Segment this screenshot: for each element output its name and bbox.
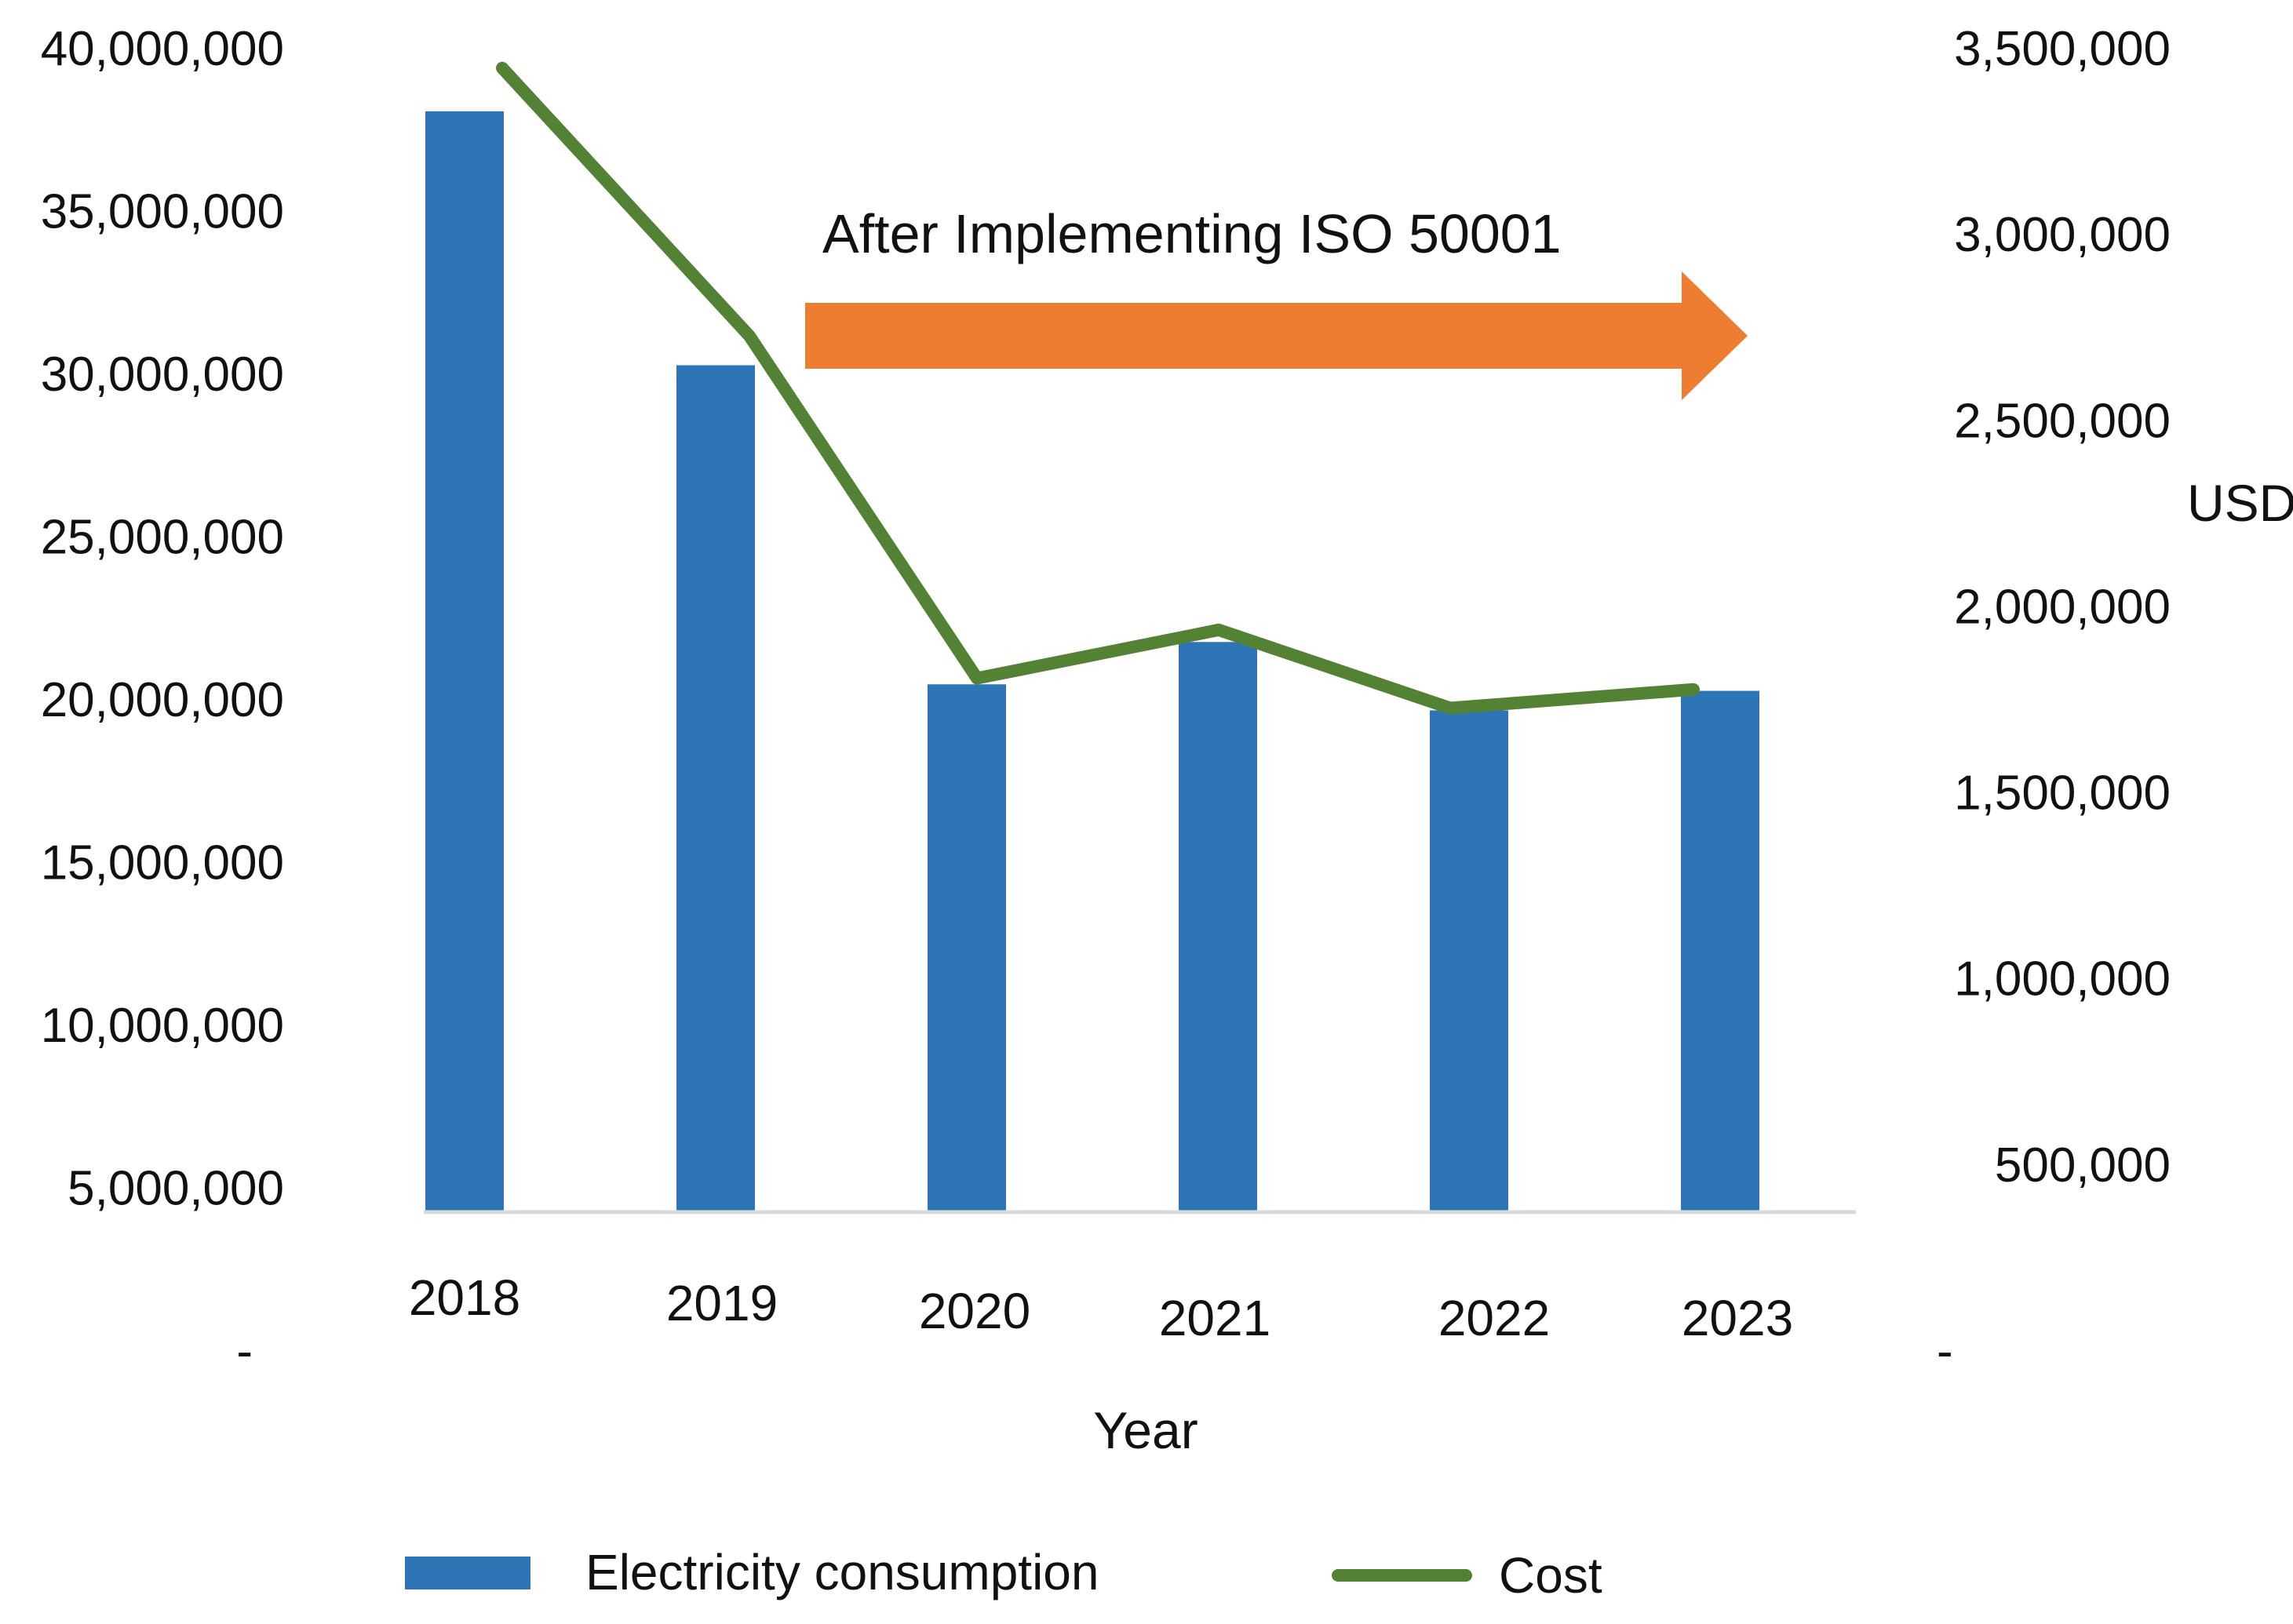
cost-point-2018 xyxy=(501,67,503,69)
annotation-layer: After Implementing ISO 50001 xyxy=(805,203,1748,400)
left-tick-label: - xyxy=(236,1324,253,1378)
cost-point-2019 xyxy=(749,335,750,337)
cost-point-2022 xyxy=(1449,707,1451,708)
x-axis-title: Year xyxy=(1093,1401,1198,1459)
left-axis-ticks: - 5,000,000 10,000,000 15,000,000 20,000,000… xyxy=(41,22,284,1378)
left-tick-label: 30,000,000 xyxy=(41,348,284,402)
bar-2023 xyxy=(1681,690,1759,1211)
right-tick-label: 3,500,000 xyxy=(1954,22,2171,76)
cost-point-2023 xyxy=(1693,689,1694,690)
right-tick-label: - xyxy=(1937,1324,1953,1378)
right-tick-label: 3,000,000 xyxy=(1954,208,2171,262)
legend-label-electricity: Electricity consumption xyxy=(585,1544,1099,1600)
legend: Electricity consumption Cost xyxy=(405,1544,1602,1604)
left-tick-label: 20,000,000 xyxy=(41,673,284,727)
legend-label-cost: Cost xyxy=(1499,1547,1602,1604)
x-tick-label-2021: 2021 xyxy=(1159,1290,1270,1346)
x-axis-ticks: 2018 2019 2020 2021 2022 2023 xyxy=(409,1269,1793,1346)
bar-2018 xyxy=(425,111,504,1211)
bar-2020 xyxy=(928,684,1006,1211)
left-tick-label: 15,000,000 xyxy=(41,836,284,890)
right-tick-label: 2,500,000 xyxy=(1954,394,2171,448)
annotation-text: After Implementing ISO 50001 xyxy=(822,203,1562,264)
bars-layer xyxy=(425,111,1759,1211)
line-layer xyxy=(496,61,1700,715)
cost-point-2020 xyxy=(976,678,978,679)
left-tick-label: 35,000,000 xyxy=(41,185,284,239)
x-tick-label-2020: 2020 xyxy=(919,1283,1030,1339)
x-tick-label-2022: 2022 xyxy=(1438,1290,1550,1346)
right-tick-label: 2,000,000 xyxy=(1954,580,2171,634)
left-tick-label: 10,000,000 xyxy=(41,999,284,1053)
right-axis-ticks: - 500,000 1,000,000 1,500,000 2,000,000 2,500… xyxy=(1937,22,2171,1378)
left-tick-label: 40,000,000 xyxy=(41,22,284,76)
left-tick-label: 25,000,000 xyxy=(41,511,284,565)
right-tick-label: 500,000 xyxy=(1995,1138,2171,1193)
x-tick-label-2019: 2019 xyxy=(666,1275,778,1331)
bar-2022 xyxy=(1430,710,1508,1211)
bar-2021 xyxy=(1179,642,1257,1211)
cost-line xyxy=(496,61,1700,715)
x-tick-label-2018: 2018 xyxy=(409,1269,520,1326)
cost-point-2021 xyxy=(1218,629,1219,631)
left-tick-label: 5,000,000 xyxy=(67,1162,284,1216)
x-tick-label-2023: 2023 xyxy=(1682,1290,1793,1346)
right-tick-label: 1,000,000 xyxy=(1954,952,2171,1007)
annotation-arrow xyxy=(805,271,1748,400)
right-axis-title: USD xyxy=(2187,474,2293,532)
legend-bar-swatch xyxy=(405,1557,530,1589)
right-tick-label: 1,500,000 xyxy=(1954,766,2171,821)
bar-2019 xyxy=(676,365,755,1211)
